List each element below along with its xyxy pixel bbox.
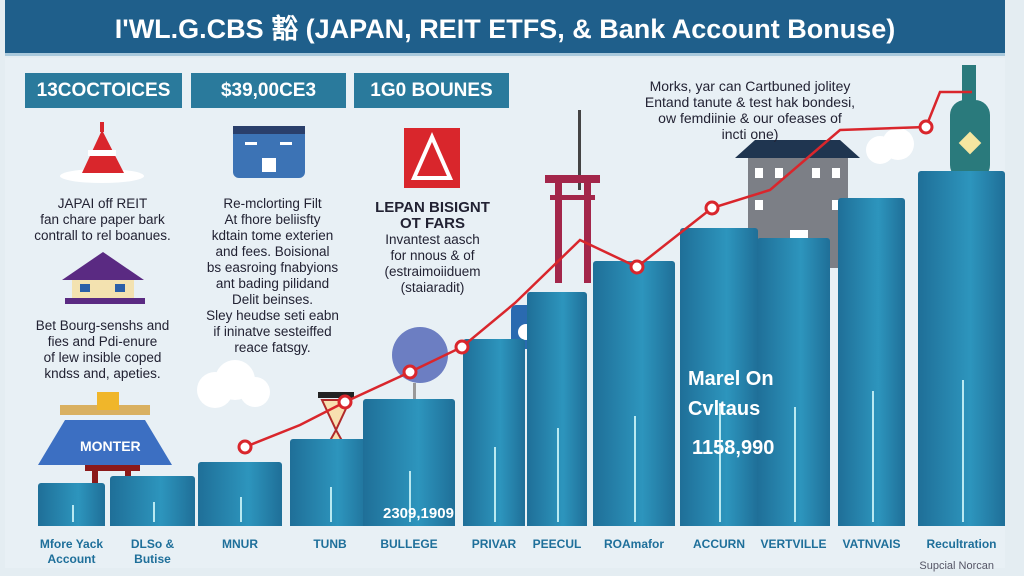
text-line: (staiaradit)	[400, 280, 465, 295]
page-title: I'WL.G.CBS 豁 (JAPAN, REIT ETFS, & Bank A…	[5, 0, 1005, 56]
text-line: bs easroing fnabyions	[206, 260, 339, 275]
trend-point	[237, 439, 253, 455]
trend-line-path	[244, 90, 972, 449]
trend-point	[337, 394, 353, 410]
overlay-line1: Marel On	[688, 368, 774, 390]
text-line: Bet Bourg-senshs and	[35, 318, 170, 333]
text-line: kndss and, apeties.	[44, 366, 161, 381]
col2-text: Re-mclorting Filt At fhore beliisfty kdtai…	[190, 196, 355, 356]
text-line: At fhore beliisfty	[224, 212, 321, 227]
pagoda-icon	[545, 110, 600, 283]
text-line: contrall to rel boanues.	[34, 228, 171, 243]
col3-heading: LEPAN BISIGNT	[375, 199, 490, 216]
text-line: if ininatve sesteiffed	[213, 324, 332, 339]
bar-label: ROAmafor	[584, 537, 684, 552]
text-line: Re-mclorting Filt	[223, 196, 322, 211]
bar-step	[290, 439, 370, 526]
bar-label-line: Butise	[134, 552, 171, 566]
bar-label: Mfore Yack Account	[22, 537, 122, 567]
text-line: Entand tanute & test hak bondesi,	[644, 94, 856, 110]
bar-label-line: MNUR	[222, 537, 258, 551]
text-line: Invantest aasch	[385, 232, 480, 247]
col1-text2: Bet Bourg-senshs and fies and Pdi-enure of…	[20, 318, 185, 382]
footer-credit: Supcial Norcan	[919, 560, 994, 572]
text-line: JAPAI off REIT	[57, 196, 148, 211]
bar-step	[110, 475, 195, 526]
bar-label: PEECUL	[507, 537, 607, 552]
trend-point	[704, 200, 720, 216]
bar-label-line: ACCURN	[693, 537, 745, 551]
text-line: ow femdiinie & our ofeases of	[658, 110, 842, 126]
bar-label: VATNVAIS	[822, 537, 922, 552]
bar-label: VERTVILLE	[744, 537, 844, 552]
overlay-line2: Cvltaus	[688, 398, 761, 420]
note-text: Morks, yar can Cartbuned jolitey Entand t…	[620, 78, 880, 142]
text-line: Sley heudse seti eabn	[206, 308, 339, 323]
bar-label: MNUR	[190, 537, 290, 552]
trend-point	[402, 364, 418, 380]
bar-label: PRIVAR	[444, 537, 544, 552]
bar-step	[463, 338, 525, 526]
bar-label-line: TUNB	[313, 537, 347, 551]
text-line: of lew insible coped	[43, 350, 162, 365]
bar-step	[838, 197, 905, 526]
bar-label: BULLEGE	[359, 537, 459, 552]
cone-icon	[60, 122, 144, 183]
text-line: and fees. Boisional	[215, 244, 330, 259]
bar-step	[527, 291, 587, 526]
text-line: ant bading pilidand	[215, 276, 330, 291]
text-line: fies and Pdi-enure	[47, 334, 158, 349]
bar-label-line: VATNVAIS	[842, 537, 901, 551]
bar-label-line: PRIVAR	[471, 537, 517, 551]
bar-label-line: PEECUL	[532, 537, 582, 551]
bar-label-line: Mfore Yack	[39, 537, 104, 551]
bar-label: Recultration	[912, 537, 1012, 552]
trend-point	[629, 259, 645, 275]
text-line: kdtain tome exterien	[211, 228, 334, 243]
bar-step	[363, 398, 455, 526]
bar-step	[918, 171, 1005, 526]
trend-point	[454, 339, 470, 355]
bar-step	[38, 482, 105, 526]
bar-step	[198, 462, 282, 526]
bar-label-line: DLSo &	[130, 537, 175, 551]
col3-text: LEPAN BISIGNT OT FARS Invantest aasch for …	[355, 200, 510, 296]
stat-box-3: 1G0 BOUNES	[354, 73, 509, 108]
bar-label: TUNB	[280, 537, 380, 552]
bar-label: DLSo & Butise	[103, 537, 203, 567]
text-line: for nnous & of	[390, 248, 475, 263]
bar-label-line: ROAmafor	[603, 537, 664, 551]
temple-icon	[62, 252, 145, 304]
bank-building-icon	[233, 126, 305, 178]
text-line: (estraimoiiduem	[384, 264, 481, 279]
stat-box-1: 13COCTOICES	[25, 73, 182, 108]
overlay-value2: 2309,1909	[383, 505, 454, 522]
bar-label-line: Recultration	[926, 537, 997, 551]
bar-step	[757, 238, 830, 526]
overlay-value: 1158,990	[692, 437, 775, 459]
text-line: incti one)	[721, 126, 779, 142]
text-line: Morks, yar can Cartbuned jolitey	[649, 78, 851, 94]
col1-text1: JAPAI off REIT fan chare paper bark contra…	[20, 196, 185, 244]
bar-label-line: BULLEGE	[380, 537, 438, 551]
alert-sign-icon	[404, 128, 460, 188]
text-line: reace fatsgy.	[234, 340, 311, 355]
bar-step	[680, 227, 758, 526]
bar-label-line: Account	[47, 552, 96, 566]
cloud-icon	[197, 128, 914, 408]
text-line: Delit beinses.	[231, 292, 314, 307]
tower-icon	[950, 65, 990, 180]
bar-label-line: VERTVILLE	[760, 537, 827, 551]
bar-label: ACCURN	[669, 537, 769, 552]
trend-point	[918, 119, 934, 135]
bar-step	[593, 261, 675, 526]
col3-heading: OT FARS	[399, 215, 465, 232]
stat-box-2: $39,00CE3	[191, 73, 346, 108]
monter-label: MONTER	[80, 438, 141, 454]
text-line: fan chare paper bark	[40, 212, 165, 227]
